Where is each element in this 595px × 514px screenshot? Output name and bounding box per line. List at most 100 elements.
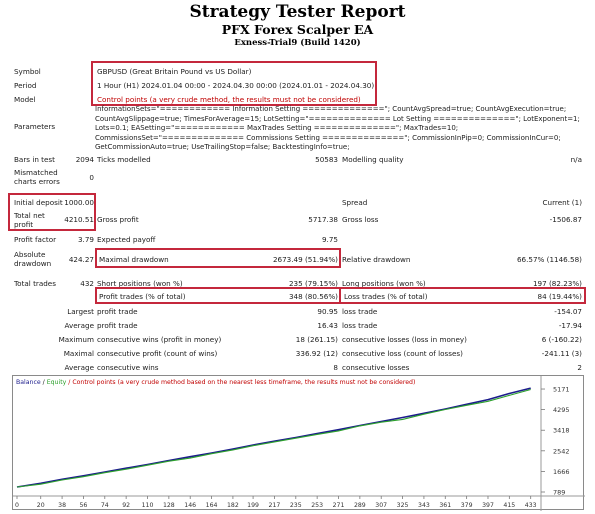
- maxdd-value: 2673.49 (51.94%): [272, 255, 338, 264]
- x-tick-label: 415: [503, 502, 515, 509]
- losstrades-label: Loss trades (% of total): [344, 292, 428, 301]
- largest-loss-label: loss trade: [342, 307, 378, 316]
- trades-value: 432: [80, 279, 94, 288]
- balance-chart: Balance / Equity / Control points (a ver…: [12, 375, 585, 511]
- largest-loss-value: -154.07: [554, 307, 582, 316]
- long-value: 197 (82.23%): [532, 279, 582, 288]
- x-tick-label: 20: [37, 502, 45, 509]
- quality-label: Modelling quality: [342, 155, 404, 164]
- model-value: Control points (a very crude method, the…: [97, 95, 361, 104]
- y-tick-label: 3418: [553, 427, 570, 435]
- period-value: 1 Hour (H1) 2024.01.04 00:00 - 2024.04.3…: [97, 81, 375, 90]
- average-label: Average: [64, 321, 94, 330]
- x-tick-label: 110: [142, 502, 154, 509]
- x-tick-label: 182: [227, 502, 239, 509]
- grossprofit-value: 5717.38: [308, 215, 338, 224]
- maximum-label: Maximum: [58, 335, 94, 344]
- grossloss-value: -1506.87: [549, 215, 582, 224]
- short-value: 235 (79.15%): [288, 279, 338, 288]
- period-label: Period: [14, 81, 37, 90]
- highlight-box-profit-trades: [95, 287, 341, 304]
- x-tick-label: 271: [333, 502, 345, 509]
- average-cons-label: Average: [64, 363, 94, 372]
- x-tick-label: 379: [461, 502, 473, 509]
- chart-canvas: 5171 4295 3418 2542 1666 789 0 20 38 56 74 92 110 128…: [13, 376, 585, 511]
- x-tick-label: 433: [525, 502, 537, 509]
- average-loss-label: loss trade: [342, 321, 378, 330]
- payoff-label: Expected payoff: [97, 235, 156, 244]
- legend-note: / Control points (a very crude method ba…: [66, 379, 416, 386]
- mismatch-value: 0: [89, 173, 94, 182]
- grossprofit-label: Gross profit: [97, 215, 139, 224]
- average-loss-value: -17.94: [558, 321, 582, 330]
- absdd-label-2: drawdown: [14, 259, 52, 268]
- absdd-value: 424.27: [68, 255, 94, 264]
- average-profit-label: profit trade: [97, 321, 138, 330]
- x-tick-label: 361: [439, 502, 451, 509]
- x-tick-label: 74: [101, 502, 109, 509]
- legend-separator: /: [40, 379, 47, 386]
- max-cons-losses-label: consecutive losses (loss in money): [342, 335, 467, 344]
- x-tick-label: 235: [290, 502, 302, 509]
- deposit-value: 1000.00: [64, 198, 94, 207]
- mismatch-label: Mismatched: [14, 168, 58, 177]
- symbol-label: Symbol: [14, 67, 41, 76]
- ticks-value: 50583: [315, 155, 338, 164]
- chart-legend: Balance / Equity / Control points (a ver…: [16, 378, 415, 387]
- highlight-box-maxdd: [95, 248, 341, 268]
- ticks-label: Ticks modelled: [97, 155, 151, 164]
- x-tick-label: 0: [15, 502, 19, 509]
- losstrades-value: 84 (19.44%): [537, 292, 582, 301]
- x-tick-label: 164: [206, 502, 218, 509]
- profitfactor-value: 3.79: [77, 235, 94, 244]
- netprofit-label: Total net: [14, 211, 45, 220]
- x-tick-label: 56: [79, 502, 87, 509]
- trades-label: Total trades: [14, 279, 56, 288]
- x-tick-label: 325: [397, 502, 409, 509]
- x-tick-label: 307: [375, 502, 387, 509]
- avg-cons-losses-label: consecutive losses: [342, 363, 410, 372]
- equity-series-line: [16, 388, 531, 488]
- x-tick-label: 397: [482, 502, 494, 509]
- x-tick-label: 92: [122, 502, 130, 509]
- netprofit-label-2: profit: [14, 220, 34, 229]
- bars-value: 2094: [75, 155, 94, 164]
- max-cons-profit-value: 336.92 (12): [295, 349, 338, 358]
- bars-label: Bars in test: [14, 155, 55, 164]
- max-cons-losses-value: 6 (-160.22): [541, 335, 582, 344]
- x-tick-label: 253: [311, 502, 323, 509]
- profitfactor-label: Profit factor: [14, 235, 57, 244]
- y-tick-label: 5171: [553, 386, 570, 394]
- max-cons-profit-label: consecutive profit (count of wins): [97, 349, 218, 358]
- absdd-label: Absolute: [14, 250, 46, 259]
- server-build: Exness-Trial9 (Build 1420): [234, 38, 361, 48]
- x-tick-label: 38: [58, 502, 66, 509]
- y-tick-label: 4295: [553, 406, 570, 414]
- model-label: Model: [14, 95, 36, 104]
- highlight-box-symbol-period-model: [91, 61, 377, 106]
- payoff-value: 9.75: [321, 235, 338, 244]
- x-tick-label: 199: [247, 502, 259, 509]
- highlight-box-deposit-profit: [8, 193, 96, 231]
- balance-series-line: [16, 387, 531, 488]
- maxdd-label: Maximal drawdown: [99, 255, 169, 264]
- short-label: Short positions (won %): [97, 279, 183, 288]
- x-tick-label: 128: [163, 502, 175, 509]
- avg-cons-wins-value: 8: [333, 363, 338, 372]
- parameters-label: Parameters: [14, 122, 56, 131]
- symbol-value: GBPUSD (Great Britain Pound vs US Dollar…: [97, 67, 252, 76]
- grossloss-label: Gross loss: [342, 215, 379, 224]
- y-tick-label: 789: [553, 489, 565, 497]
- avg-cons-losses-value: 2: [577, 363, 582, 372]
- legend-balance: Balance: [16, 379, 41, 386]
- largest-profit-value: 90.95: [317, 307, 338, 316]
- parameters-value: InformationSets="============ Informatio…: [95, 105, 580, 151]
- netprofit-value: 4210.51: [64, 215, 94, 224]
- profittrades-label: Profit trades (% of total): [99, 292, 186, 301]
- x-tick-label: 289: [354, 502, 366, 509]
- reldd-value: 66.57% (1146.58): [516, 255, 582, 264]
- mismatch-label-2: charts errors: [14, 177, 60, 186]
- largest-label: Largest: [67, 307, 94, 316]
- spread-label: Spread: [342, 198, 368, 207]
- long-label: Long positions (won %): [342, 279, 426, 288]
